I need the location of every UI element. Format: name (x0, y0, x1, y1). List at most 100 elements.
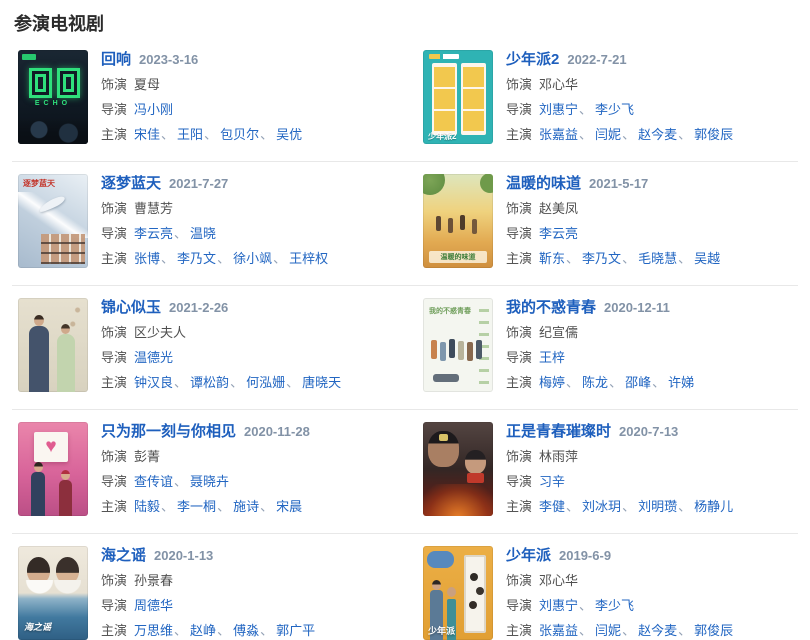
drama-title-link[interactable]: 海之谣 (101, 547, 147, 564)
person-link[interactable]: 靳东 (539, 251, 566, 266)
person-link[interactable]: 宋佳 (134, 127, 161, 142)
person-link[interactable]: 李乃文 (177, 251, 217, 266)
drama-info: 海之谣 2020-1-13 饰演 孙景春 导演 周德华 主演 万思维、 赵峥、 傅淼、 郭广平 (101, 546, 315, 640)
person-link[interactable]: 温晓 (190, 226, 217, 241)
director-links[interactable]: 王梓 (539, 350, 565, 365)
person-link[interactable]: 吴优 (276, 127, 303, 142)
person-link[interactable]: 梅婷 (539, 375, 566, 390)
cast-links[interactable]: 梅婷、 陈龙、 邵峰、 许娣 (539, 375, 694, 390)
person-link[interactable]: 何泓姗 (246, 375, 286, 390)
release-date: 2020-12-11 (604, 300, 670, 315)
person-link[interactable]: 施诗 (233, 499, 260, 514)
cast-links[interactable]: 张博、 李乃文、 徐小飒、 王梓权 (134, 251, 328, 266)
cast-links[interactable]: 李健、 刘冰玥、 刘明瓒、 杨静儿 (539, 499, 733, 514)
person-link[interactable]: 习辛 (539, 474, 566, 489)
person-link[interactable]: 闫妮 (595, 623, 622, 638)
drama-title-link[interactable]: 回响 (101, 51, 132, 68)
drama-poster[interactable]: 逐梦蓝天 (18, 174, 88, 268)
person-link[interactable]: 李少飞 (595, 102, 635, 117)
person-link[interactable]: 查传谊 (134, 474, 174, 489)
role-row: 饰演 曹慧芳 (101, 196, 328, 221)
role-name: 彭菁 (134, 449, 161, 464)
person-link[interactable]: 刘惠宁 (539, 102, 579, 117)
drama-title-link[interactable]: 少年派2 (506, 51, 560, 68)
person-link[interactable]: 温德光 (134, 350, 174, 365)
person-link[interactable]: 谭松韵 (190, 375, 230, 390)
role-row: 饰演 林雨萍 (506, 444, 733, 469)
drama-poster[interactable]: ECHO (18, 50, 88, 144)
drama-poster[interactable]: 海之谣 (18, 546, 88, 640)
person-link[interactable]: 赵今麦 (638, 127, 678, 142)
drama-poster[interactable] (423, 422, 493, 516)
director-links[interactable]: 习辛 (539, 474, 565, 489)
person-link[interactable]: 许娣 (668, 375, 695, 390)
name-separator: 、 (174, 226, 188, 241)
drama-poster[interactable] (18, 422, 88, 516)
person-link[interactable]: 宋晨 (276, 499, 303, 514)
person-link[interactable]: 李健 (539, 499, 566, 514)
director-links[interactable]: 查传谊、 聂晓卉 (134, 474, 229, 489)
person-link[interactable]: 陈龙 (582, 375, 609, 390)
person-link[interactable]: 李少飞 (595, 598, 635, 613)
person-link[interactable]: 李一桐 (177, 499, 217, 514)
person-link[interactable]: 刘冰玥 (582, 499, 622, 514)
person-link[interactable]: 包贝尔 (220, 127, 260, 142)
cast-links[interactable]: 宋佳、 王阳、 包贝尔、 吴优 (134, 127, 302, 142)
director-links[interactable]: 刘惠宁、 李少飞 (539, 102, 634, 117)
director-links[interactable]: 温德光 (134, 350, 173, 365)
person-link[interactable]: 杨静儿 (694, 499, 734, 514)
drama-poster[interactable]: 少年派 (423, 546, 493, 640)
director-links[interactable]: 李云亮 (539, 226, 578, 241)
person-link[interactable]: 钟汉良 (134, 375, 174, 390)
person-link[interactable]: 傅淼 (233, 623, 260, 638)
drama-title-link[interactable]: 锦心似玉 (101, 299, 162, 316)
person-link[interactable]: 吴越 (694, 251, 721, 266)
person-link[interactable]: 刘惠宁 (539, 598, 579, 613)
person-link[interactable]: 赵今麦 (638, 623, 678, 638)
cast-links[interactable]: 万思维、 赵峥、 傅淼、 郭广平 (134, 623, 315, 638)
person-link[interactable]: 王梓 (539, 350, 566, 365)
cast-links[interactable]: 靳东、 李乃文、 毛晓慧、 吴越 (539, 251, 720, 266)
person-link[interactable]: 张嘉益 (539, 127, 579, 142)
drama-title-link[interactable]: 正是青春璀璨时 (506, 423, 612, 440)
director-links[interactable]: 李云亮、 温晓 (134, 226, 216, 241)
drama-title-link[interactable]: 只为那一刻与你相见 (101, 423, 237, 440)
person-link[interactable]: 冯小刚 (134, 102, 174, 117)
person-link[interactable]: 李云亮 (134, 226, 174, 241)
cast-links[interactable]: 张嘉益、 闫妮、 赵今麦、 郭俊辰 (539, 623, 733, 638)
drama-title-link[interactable]: 温暖的味道 (506, 175, 582, 192)
drama-title-link[interactable]: 逐梦蓝天 (101, 175, 162, 192)
person-link[interactable]: 万思维 (134, 623, 174, 638)
drama-title-link[interactable]: 少年派 (506, 547, 552, 564)
cast-links[interactable]: 陆毅、 李一桐、 施诗、 宋晨 (134, 499, 302, 514)
person-link[interactable]: 赵峥 (190, 623, 217, 638)
cast-links[interactable]: 张嘉益、 闫妮、 赵今麦、 郭俊辰 (539, 127, 733, 142)
person-link[interactable]: 郭广平 (276, 623, 316, 638)
person-link[interactable]: 周德华 (134, 598, 174, 613)
person-link[interactable]: 徐小飒 (233, 251, 273, 266)
person-link[interactable]: 李乃文 (582, 251, 622, 266)
director-links[interactable]: 周德华 (134, 598, 173, 613)
person-link[interactable]: 毛晓慧 (638, 251, 678, 266)
drama-poster[interactable]: 少年派2 (423, 50, 493, 144)
person-link[interactable]: 陆毅 (134, 499, 161, 514)
person-link[interactable]: 刘明瓒 (638, 499, 678, 514)
person-link[interactable]: 聂晓卉 (190, 474, 230, 489)
drama-title-link[interactable]: 我的不惑青春 (506, 299, 597, 316)
director-links[interactable]: 刘惠宁、 李少飞 (539, 598, 634, 613)
drama-poster[interactable]: 我的不惑青春 (423, 298, 493, 392)
drama-poster[interactable]: 温暖的味道 (423, 174, 493, 268)
person-link[interactable]: 闫妮 (595, 127, 622, 142)
person-link[interactable]: 郭俊辰 (694, 127, 734, 142)
person-link[interactable]: 邵峰 (625, 375, 652, 390)
cast-links[interactable]: 钟汉良、 谭松韵、 何泓姗、 唐晓天 (134, 375, 341, 390)
person-link[interactable]: 唐晓天 (302, 375, 342, 390)
person-link[interactable]: 郭俊辰 (694, 623, 734, 638)
person-link[interactable]: 李云亮 (539, 226, 579, 241)
person-link[interactable]: 张嘉益 (539, 623, 579, 638)
drama-poster[interactable] (18, 298, 88, 392)
person-link[interactable]: 王梓权 (289, 251, 329, 266)
person-link[interactable]: 张博 (134, 251, 161, 266)
person-link[interactable]: 王阳 (177, 127, 204, 142)
director-links[interactable]: 冯小刚 (134, 102, 173, 117)
